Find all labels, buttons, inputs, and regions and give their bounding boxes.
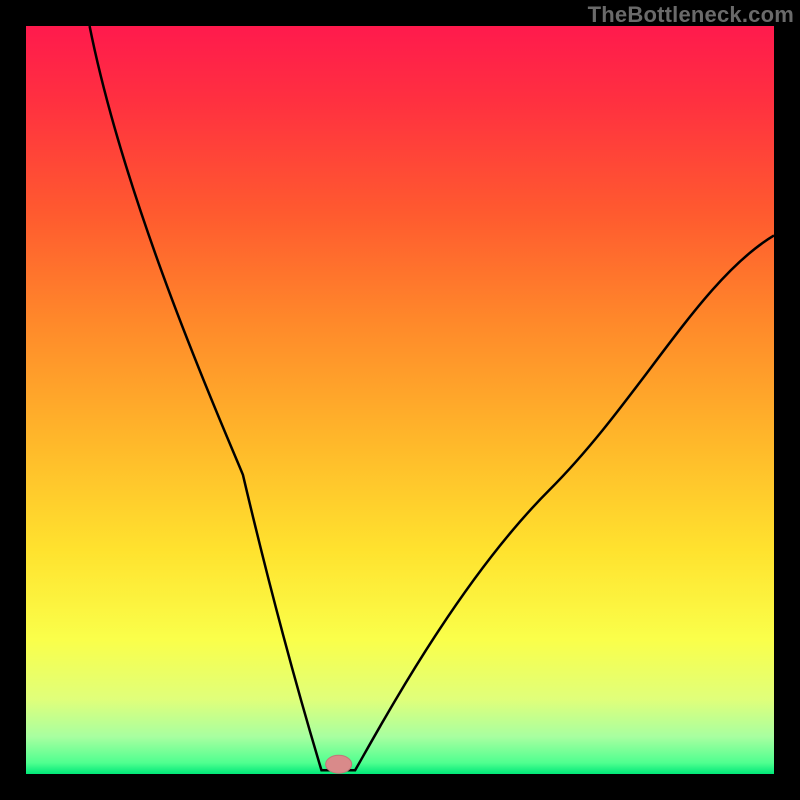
bottleneck-chart: [0, 0, 800, 800]
plot-background: [26, 26, 774, 774]
watermark-text: TheBottleneck.com: [588, 2, 794, 28]
chart-container: TheBottleneck.com: [0, 0, 800, 800]
optimal-marker: [326, 755, 352, 773]
